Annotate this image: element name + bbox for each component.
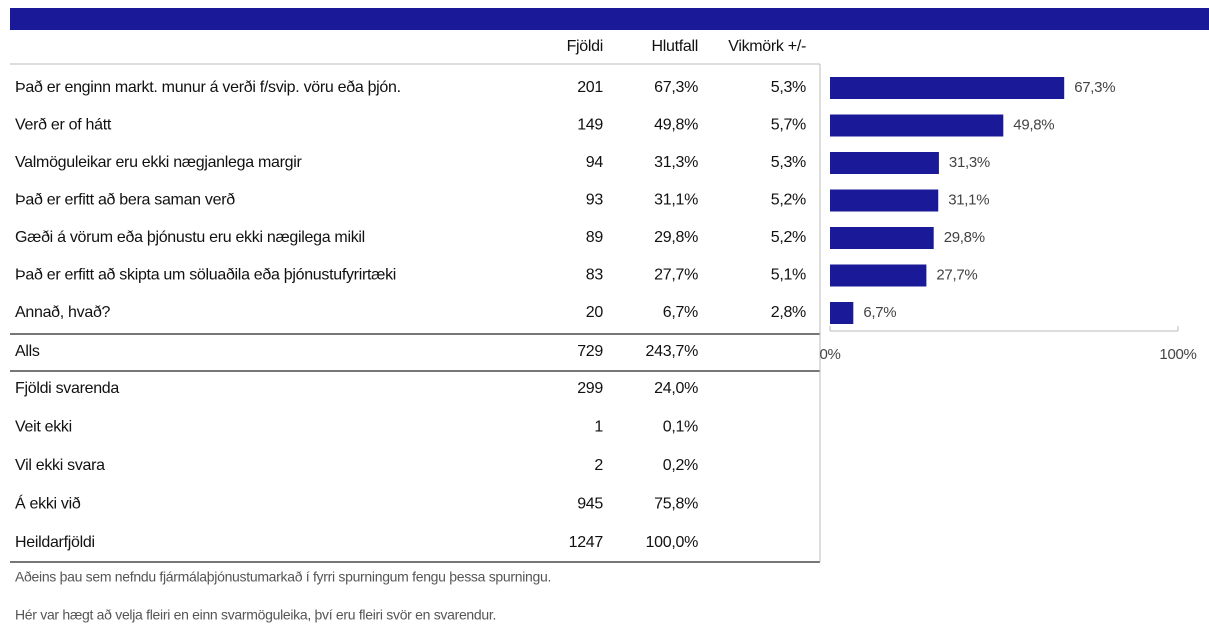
- summary-percent: 75,8%: [654, 496, 698, 513]
- bar-label: 31,3%: [949, 154, 990, 171]
- summary-percent: 0,1%: [663, 419, 698, 436]
- margin: 5,2%: [771, 192, 806, 209]
- note: Aðeins þau sem nefndu fjármálaþjónustuma…: [15, 569, 551, 585]
- bar: [830, 77, 1065, 99]
- bar: [830, 264, 927, 287]
- total-count: 729: [577, 343, 603, 360]
- bar-label: 29,8%: [944, 229, 985, 246]
- bar: [830, 152, 939, 174]
- summary-percent: 100,0%: [646, 534, 699, 551]
- total-label: Alls: [15, 343, 40, 360]
- column-header: Vikmörk +/-: [728, 38, 806, 55]
- summary-label: Fjöldi svarenda: [15, 380, 119, 397]
- margin: 5,3%: [771, 79, 806, 96]
- count: 93: [586, 192, 604, 209]
- count: 201: [577, 79, 603, 96]
- column-header: Hlutfall: [651, 38, 698, 55]
- row-label: Það er erfitt að skipta um söluaðila eða…: [15, 267, 396, 284]
- percent: 27,7%: [654, 267, 698, 284]
- row-label: Það er enginn markt. munur á verði f/svi…: [15, 79, 401, 96]
- bar-label: 27,7%: [936, 266, 977, 283]
- summary-label: Veit ekki: [15, 419, 72, 436]
- total-percent: 243,7%: [646, 343, 699, 360]
- percent: 49,8%: [654, 117, 698, 134]
- bar-label: 6,7%: [863, 304, 896, 321]
- header-band: [10, 8, 1209, 30]
- percent: 67,3%: [654, 79, 698, 96]
- bar: [830, 114, 1004, 137]
- row-label: Gæði á vörum eða þjónustu eru ekki nægil…: [15, 229, 365, 246]
- percent: 31,3%: [654, 154, 698, 171]
- summary-percent: 0,2%: [663, 457, 698, 474]
- bar: [830, 189, 939, 212]
- column-header: Fjöldi: [567, 38, 603, 55]
- summary-count: 2: [594, 457, 603, 474]
- row-label: Valmöguleikar eru ekki nægjanlega margir: [15, 154, 302, 171]
- x-tick-label: 0%: [819, 346, 840, 363]
- summary-count: 1247: [569, 534, 604, 551]
- summary-count: 945: [577, 496, 603, 513]
- bar: [830, 227, 934, 249]
- note: Hér var hægt að velja fleiri en einn sva…: [15, 607, 496, 623]
- count: 20: [586, 304, 604, 321]
- margin: 5,2%: [771, 229, 806, 246]
- summary-count: 299: [577, 380, 603, 397]
- margin: 5,3%: [771, 154, 806, 171]
- count: 89: [586, 229, 604, 246]
- bar-label: 49,8%: [1013, 116, 1054, 133]
- bar-label: 31,1%: [948, 191, 989, 208]
- row-label: Annað, hvað?: [15, 304, 111, 321]
- summary-percent: 24,0%: [654, 380, 698, 397]
- summary-count: 1: [594, 419, 603, 436]
- count: 94: [586, 154, 604, 171]
- count: 83: [586, 267, 604, 284]
- percent: 6,7%: [663, 304, 698, 321]
- percent: 31,1%: [654, 192, 698, 209]
- count: 149: [577, 117, 603, 134]
- margin: 5,1%: [771, 267, 806, 284]
- x-tick-label: 100%: [1159, 346, 1196, 363]
- bar: [830, 302, 854, 324]
- row-label: Verð er of hátt: [15, 117, 112, 134]
- summary-label: Vil ekki svara: [15, 457, 105, 474]
- margin: 2,8%: [771, 304, 806, 321]
- bar-label: 67,3%: [1074, 79, 1115, 96]
- row-label: Það er erfitt að bera saman verð: [15, 192, 235, 209]
- margin: 5,7%: [771, 117, 806, 134]
- percent: 29,8%: [654, 229, 698, 246]
- summary-label: Heildarfjöldi: [15, 534, 95, 551]
- summary-label: Á ekki við: [15, 494, 81, 513]
